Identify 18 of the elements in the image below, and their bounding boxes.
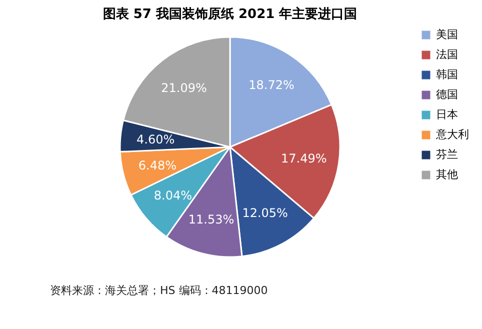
data-label: 18.72% xyxy=(248,78,294,92)
legend-label: 芬兰 xyxy=(436,148,458,161)
legend-label: 意大利 xyxy=(435,128,469,141)
legend-label: 韩国 xyxy=(436,68,458,81)
data-label: 12.05% xyxy=(242,206,288,220)
legend-label: 德国 xyxy=(436,88,458,101)
data-label: 21.09% xyxy=(161,81,207,96)
data-label: 17.49% xyxy=(281,152,327,166)
data-label: 11.53% xyxy=(188,212,234,226)
legend-label: 其他 xyxy=(436,168,458,181)
text: 资料来源：海关总署；HS 编码：48119000 xyxy=(50,284,268,297)
data-label: 8.04% xyxy=(154,188,192,202)
legend-label: 美国 xyxy=(436,28,458,41)
legend-label: 法国 xyxy=(436,48,458,61)
data-label: 4.60% xyxy=(136,132,175,146)
chart-title: 图表 57 我国装饰原纸 2021 年主要进口国 xyxy=(102,6,358,22)
legend-label: 日本 xyxy=(436,108,458,121)
data-label: 6.48% xyxy=(138,158,177,172)
